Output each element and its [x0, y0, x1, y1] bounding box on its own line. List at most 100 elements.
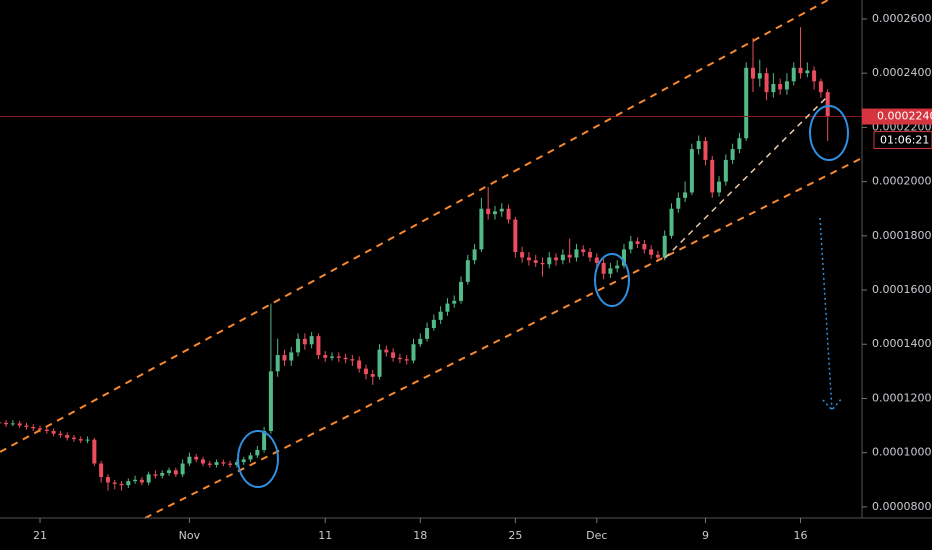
candle-body: [567, 254, 572, 258]
candle-body: [370, 374, 375, 377]
y-tick-label: 0.0002000: [872, 175, 932, 188]
candle-body: [717, 181, 722, 193]
candle-body: [391, 352, 396, 358]
candle-body: [411, 344, 416, 361]
candle-body: [201, 459, 205, 464]
candle-body: [119, 483, 124, 486]
y-tick-label: 0.0000800: [872, 500, 932, 513]
candle-body: [0, 422, 2, 424]
countdown-box: [873, 131, 932, 150]
x-tick-label: 18: [413, 529, 427, 542]
axes: 0.0000800 0.0001000 0.0001200 0.0001400 0.00…: [33, 12, 932, 542]
candle-body: [65, 435, 70, 438]
candle-body: [214, 462, 219, 465]
candle-body: [744, 67, 749, 139]
candle-body: [655, 254, 660, 258]
circle-marker: [237, 430, 279, 488]
candle-body: [798, 67, 803, 74]
candle-body: [628, 241, 633, 250]
candle-body: [418, 338, 423, 345]
candle-body: [560, 254, 565, 261]
candle-body: [10, 423, 15, 425]
candle-body: [621, 249, 626, 266]
candle-body: [683, 192, 688, 198]
candle-body: [601, 262, 606, 274]
candle-body: [608, 268, 613, 274]
candle-body: [85, 439, 90, 441]
candle-body: [234, 462, 239, 465]
candle-body: [24, 425, 29, 427]
candle-body: [139, 479, 144, 483]
channel-lower: [144, 157, 863, 519]
candle-body: [445, 303, 450, 312]
candle-body: [187, 456, 192, 464]
candle-body: [153, 474, 158, 476]
candle-body: [289, 352, 294, 361]
candle-body: [472, 249, 477, 261]
x-tick-label: 21: [33, 529, 47, 542]
candle-body: [126, 481, 131, 486]
candle-body: [268, 371, 273, 431]
candle-body: [173, 470, 178, 475]
candle-body: [282, 355, 287, 361]
x-tick-label: 16: [794, 529, 808, 542]
x-tick-label: Nov: [179, 529, 201, 542]
candle-body: [112, 482, 117, 484]
candle-body: [805, 70, 810, 74]
candle-body: [812, 70, 817, 82]
candle-body: [221, 462, 226, 464]
y-tick-label: 0.0002400: [872, 66, 932, 79]
candle-body: [520, 252, 525, 258]
candle-body: [323, 355, 328, 358]
candle-body: [431, 319, 436, 328]
candle-body: [499, 208, 504, 212]
candle-body: [710, 159, 715, 193]
candle-body: [554, 257, 559, 261]
candle-body: [479, 208, 484, 250]
candle-body: [404, 359, 409, 361]
candle-body: [594, 257, 599, 263]
candle-body: [642, 243, 647, 250]
candle-body: [38, 428, 43, 430]
candle-body: [676, 197, 681, 209]
candle-body: [778, 84, 783, 90]
candle-body: [207, 463, 212, 465]
y-tick-label: 0.0001600: [872, 283, 932, 296]
candle-body: [167, 470, 172, 474]
candle-body: [302, 338, 307, 345]
candle-body: [486, 208, 491, 215]
candle-body: [241, 459, 246, 463]
candle-body: [784, 81, 789, 90]
candle-body: [513, 219, 518, 253]
candle-body: [662, 235, 667, 258]
channel-upper: [0, 0, 829, 453]
candle-body: [533, 260, 538, 263]
candle-body: [99, 463, 104, 478]
candle-body: [825, 92, 830, 117]
x-tick-label: 9: [702, 529, 709, 542]
candle-body: [146, 474, 151, 483]
channel-inner: [664, 95, 829, 259]
candle-body: [588, 252, 593, 258]
candle-body: [4, 422, 9, 425]
candle-body: [730, 149, 735, 160]
candle-body: [506, 208, 511, 220]
candle-body: [71, 437, 76, 440]
candle-body: [44, 429, 49, 431]
candle-body: [31, 426, 36, 429]
candle-body: [635, 241, 640, 244]
candle-body: [105, 477, 110, 483]
candle-body: [309, 336, 314, 345]
y-tick-label: 0.0001200: [872, 391, 932, 404]
candle-body: [51, 430, 56, 434]
x-tick-label: 11: [318, 529, 332, 542]
candle-body: [540, 262, 545, 265]
candle-body: [574, 249, 579, 258]
candle-body: [764, 73, 769, 93]
candle-body: [425, 327, 430, 339]
annotations: [0, 0, 863, 519]
arrow-line: [819, 217, 833, 411]
circle-marker: [809, 105, 849, 161]
